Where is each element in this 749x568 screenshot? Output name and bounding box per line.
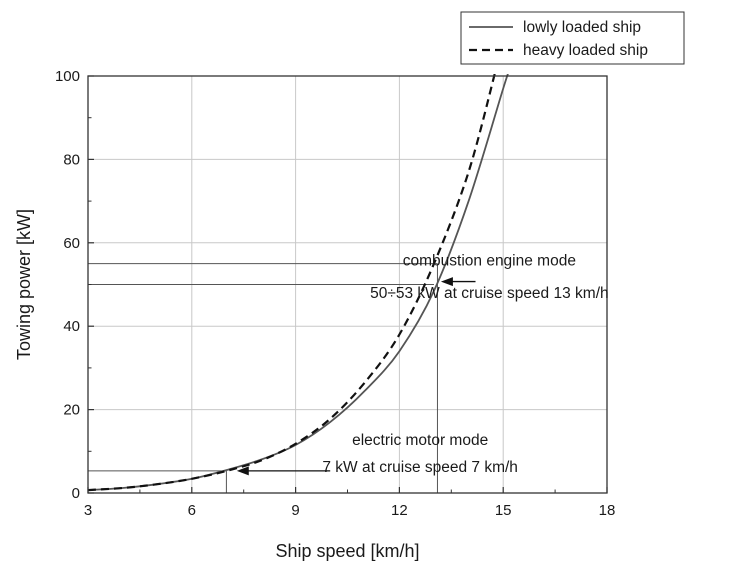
x-tick-label: 6 <box>188 502 196 519</box>
annotation-arrows <box>236 277 476 476</box>
x-tick-label: 12 <box>391 502 408 519</box>
series-line-heavy <box>88 74 496 492</box>
series-line-lowly <box>88 74 509 491</box>
x-tick-label: 18 <box>599 502 616 519</box>
reference-lines <box>88 263 438 493</box>
x-tick-label: 3 <box>84 502 92 519</box>
annotation-electric-mode: electric motor mode <box>352 432 488 449</box>
y-tick-label: 100 <box>55 68 80 85</box>
annotation-electric-value: 7 kW at cruise speed 7 km/h <box>322 459 518 476</box>
y-tick-label: 40 <box>63 318 80 335</box>
legend-label-lowly: lowly loaded ship <box>523 19 641 36</box>
arrow-head <box>236 466 249 476</box>
axis-ticks: 3 6 9 12 15 18 0 20 40 60 80 100 <box>55 68 615 519</box>
x-axis-title: Ship speed [km/h] <box>275 541 419 561</box>
y-tick-label: 0 <box>72 485 80 502</box>
y-tick-label: 60 <box>63 235 80 252</box>
x-tick-label: 9 <box>291 502 299 519</box>
legend-box <box>460 11 685 65</box>
y-tick-label: 20 <box>63 402 80 419</box>
y-axis-title: Towing power [kW] <box>14 209 34 360</box>
x-tick-label: 15 <box>495 502 512 519</box>
annotation-combustion-mode: combustion engine mode <box>403 253 576 270</box>
series-lines <box>88 74 509 492</box>
y-tick-label: 80 <box>63 151 80 168</box>
arrow-head <box>440 277 453 287</box>
legend-label-heavy: heavy loaded ship <box>523 42 648 59</box>
legend: lowly loaded ship heavy loaded ship <box>460 11 685 65</box>
annotation-combustion-value: 50÷53 kW at cruise speed 13 km/h <box>370 285 609 302</box>
grid-lines <box>88 76 607 493</box>
